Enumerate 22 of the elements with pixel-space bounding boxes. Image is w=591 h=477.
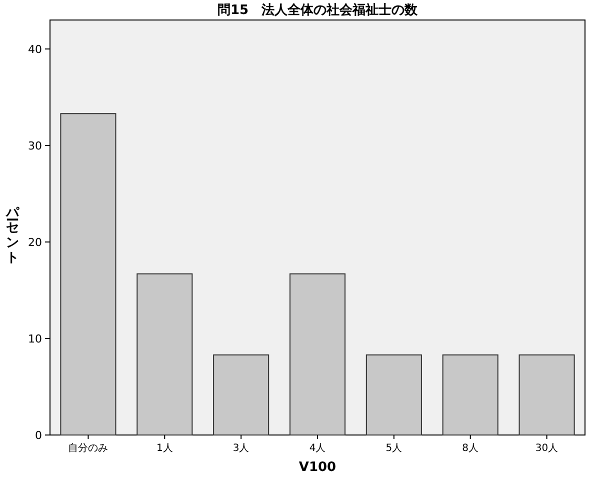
y-tick-label: 20 — [28, 236, 42, 249]
x-tick-label: 5人 — [386, 443, 402, 454]
x-tick-label: 4人 — [309, 443, 326, 454]
x-axis-title: V100 — [298, 460, 336, 475]
bar — [136, 273, 193, 436]
x-tick-label: 8人 — [462, 443, 479, 454]
bar — [60, 113, 116, 436]
x-tick-label: 3人 — [232, 443, 250, 454]
chart-title: 問15 法人全体の社会福祉士の数 — [217, 2, 419, 18]
y-tick-label: 40 — [28, 42, 42, 56]
bar — [213, 354, 270, 436]
y-tick-label: 10 — [28, 332, 42, 346]
y-tick-label: 0 — [35, 429, 42, 442]
bar — [442, 354, 498, 436]
y-axis-title: パーセント — [4, 198, 20, 264]
x-tick-label: 自分のみ — [68, 442, 108, 454]
bar — [518, 354, 575, 436]
bar — [289, 273, 346, 436]
y-tick-label: 30 — [28, 139, 42, 152]
x-tick-label: 1人 — [156, 443, 173, 454]
bar — [366, 354, 422, 436]
x-tick-label: 30人 — [535, 443, 558, 454]
